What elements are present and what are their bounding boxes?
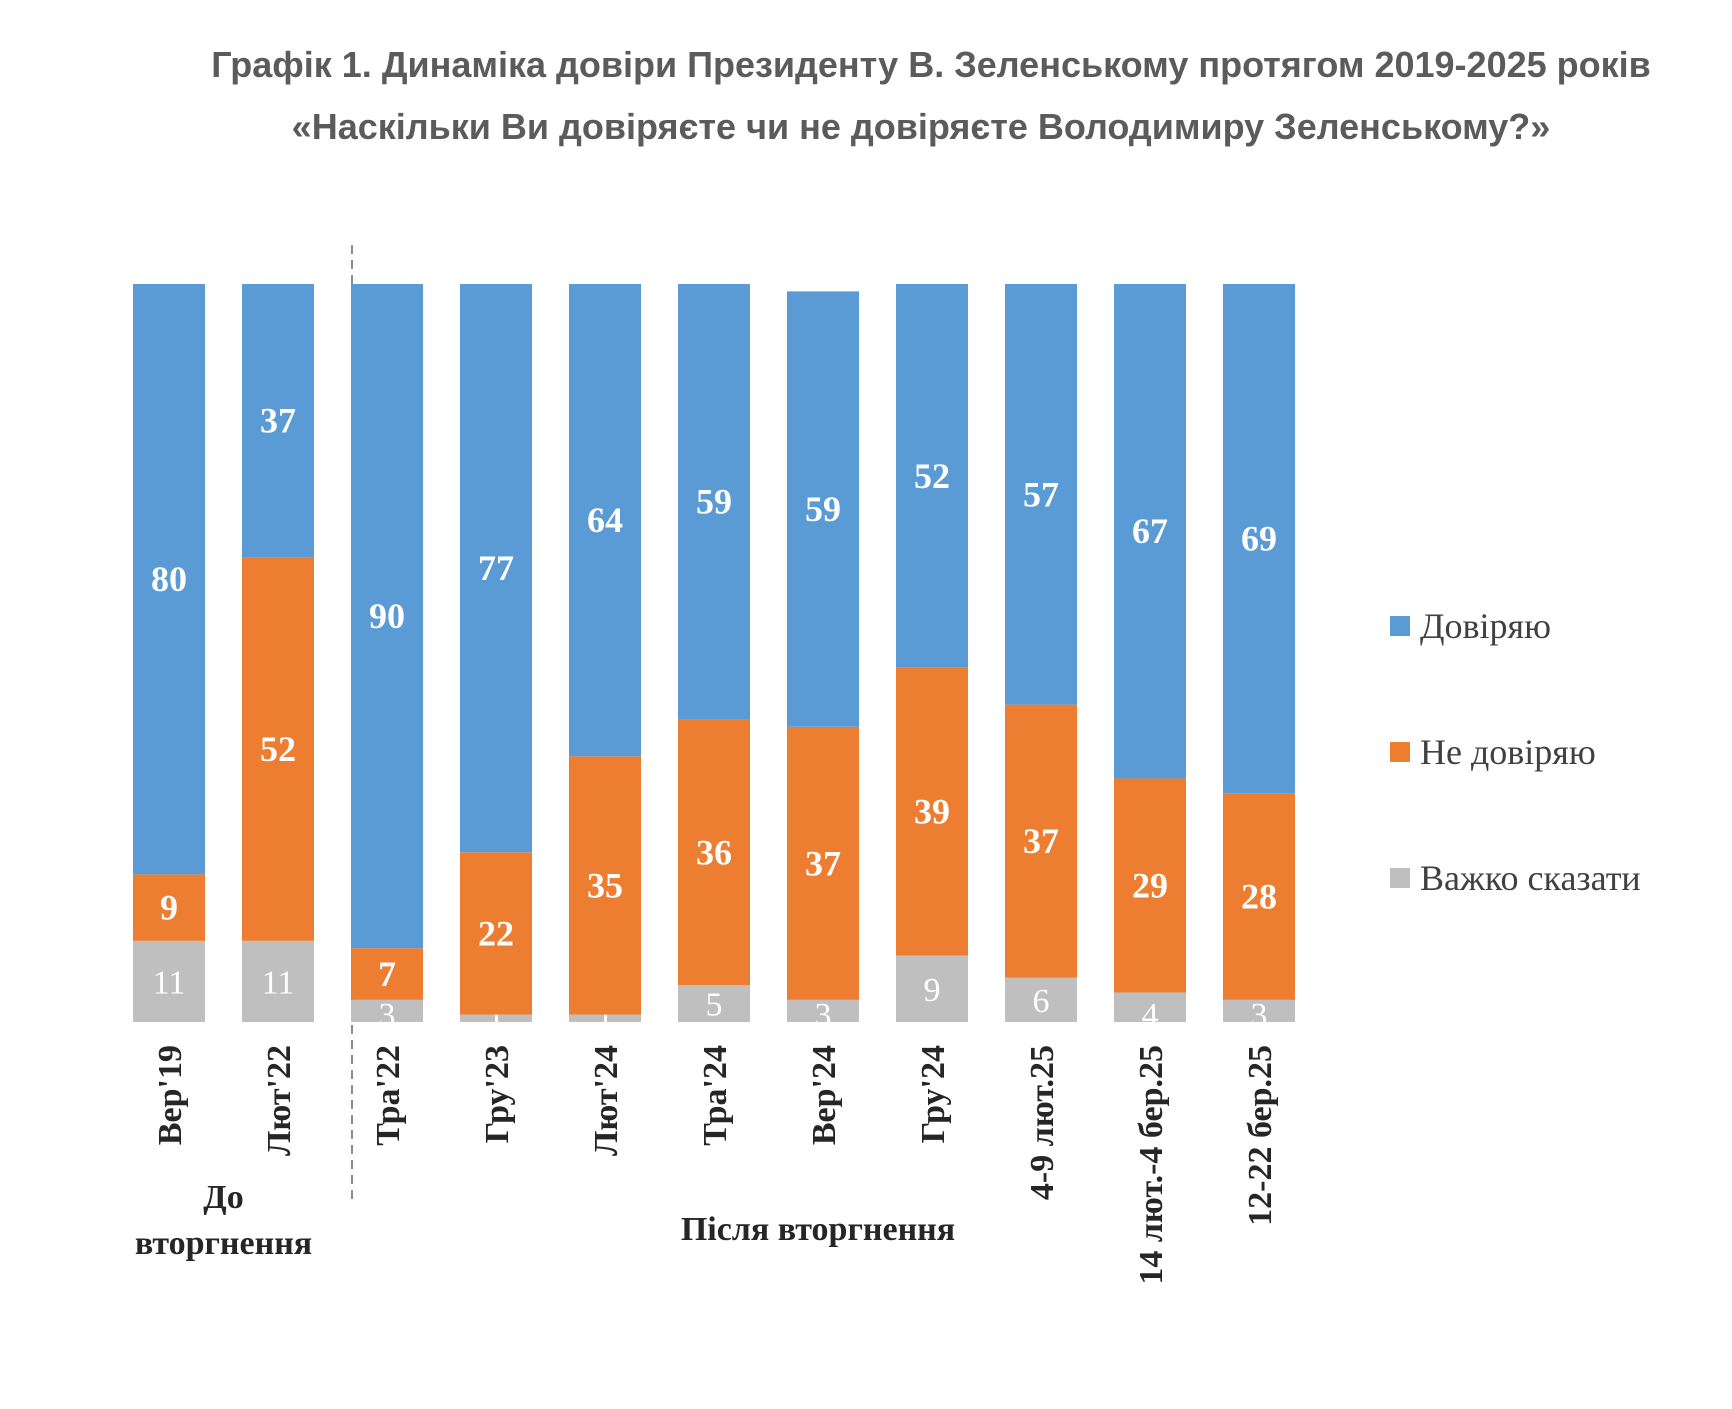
x-tick-label: 12-22 бер.25: [1242, 1045, 1279, 1226]
bar-segment: [569, 1014, 641, 1022]
data-label: 3: [379, 997, 396, 1034]
bar-segment: [896, 955, 968, 1022]
period-labels-layer: До вторгнення Після вторгнення: [135, 1179, 955, 1262]
bar-segment: [1005, 704, 1077, 978]
bar-segment: [351, 999, 423, 1022]
bar-segment: [1223, 999, 1295, 1022]
data-label: 3: [1251, 997, 1268, 1034]
data-label: 28: [1241, 877, 1277, 917]
data-label: 22: [478, 913, 514, 953]
data-label: 64: [587, 500, 623, 540]
data-label: 80: [151, 559, 187, 599]
data-label: 59: [805, 489, 841, 529]
data-label: 52: [914, 456, 950, 496]
bar-segment: [1223, 793, 1295, 1000]
bar-segment: [678, 719, 750, 986]
data-label: 5: [706, 987, 723, 1024]
bar-segment: [1114, 284, 1186, 779]
bar-segment: [896, 284, 968, 668]
x-tick-label: Гру'24: [915, 1045, 952, 1143]
period-label-pre-invasion: До вторгнення: [135, 1179, 312, 1262]
bar-segment: [242, 557, 314, 941]
bar-segment: [569, 756, 641, 1015]
legend-swatch: [1390, 742, 1410, 762]
data-label: 90: [369, 596, 405, 636]
x-tick-label: Гру'23: [479, 1045, 516, 1143]
x-tick-label: 14 лют.-4 бер.25: [1133, 1045, 1170, 1285]
legend: Довіряю Не довіряю Важко сказати: [1390, 606, 1641, 898]
bar-segment: [1223, 284, 1295, 794]
bar-segment: [242, 284, 314, 558]
bar-segment: [678, 985, 750, 1022]
bar-segment: [678, 284, 750, 720]
legend-swatch: [1390, 868, 1410, 888]
data-label: 52: [260, 729, 296, 769]
bar-segment: [787, 999, 859, 1022]
data-label: 37: [260, 401, 296, 441]
bar-segment: [351, 948, 423, 1000]
data-label: 69: [1241, 519, 1277, 559]
bar-segment: [351, 284, 423, 949]
data-label: 6: [1033, 983, 1050, 1020]
bar-segment: [1114, 778, 1186, 993]
legend-label: Важко сказати: [1420, 858, 1641, 898]
data-label: 3: [815, 997, 832, 1034]
x-tick-label: Лют'24: [588, 1045, 625, 1156]
bars-layer: 1198011523737901227713564536593375993952…: [133, 284, 1295, 1034]
chart-subtitle: «Наскільки Ви довіряєте чи не довіряєте …: [291, 106, 1551, 147]
x-tick-label: Вер'19: [152, 1045, 189, 1145]
data-label: 7: [378, 954, 396, 994]
data-label: 39: [914, 792, 950, 832]
legend-label: Довіряю: [1420, 606, 1551, 646]
data-label: 11: [262, 964, 295, 1001]
bar-segment: [460, 1014, 532, 1022]
bar-segment: [1114, 992, 1186, 1022]
bar-segment: [460, 852, 532, 1015]
bar-segment: [133, 284, 205, 875]
data-label: 36: [696, 832, 732, 872]
x-tick-label: Лют'22: [261, 1045, 298, 1156]
data-label: 4: [1142, 997, 1159, 1034]
data-label: 77: [478, 548, 514, 588]
data-label: 67: [1132, 511, 1168, 551]
bar-segment: [460, 284, 532, 853]
legend-label: Не довіряю: [1420, 732, 1596, 772]
x-tick-label: Тра'24: [697, 1045, 734, 1146]
data-label: 35: [587, 865, 623, 905]
data-label: 9: [924, 972, 941, 1009]
data-label: 37: [1023, 821, 1059, 861]
data-label: 59: [696, 482, 732, 522]
bar-segment: [133, 874, 205, 941]
data-label: 37: [805, 843, 841, 883]
chart-title: Графік 1. Динаміка довіри Президенту В. …: [211, 44, 1651, 85]
period-label-post-invasion: Після вторгнення: [681, 1211, 955, 1248]
bar-segment: [1005, 977, 1077, 1022]
x-tick-label: Тра'22: [370, 1045, 407, 1146]
category-ticks-layer: Вер'19 Лют'22 Тра'22 Гру'23 Лют'24 Тра'24 Вер'…: [152, 1045, 1279, 1285]
data-label: 11: [153, 964, 186, 1001]
legend-swatch: [1390, 616, 1410, 636]
bar-segment: [133, 940, 205, 1022]
data-label: 9: [160, 888, 178, 928]
data-label: 57: [1023, 474, 1059, 514]
bar-segment: [896, 667, 968, 956]
data-label: 29: [1132, 865, 1168, 905]
bar-segment: [787, 291, 859, 727]
x-tick-label: 4-9 лют.25: [1024, 1045, 1061, 1200]
bar-segment: [787, 726, 859, 1000]
chart-title-block: Графік 1. Динаміка довіри Президенту В. …: [0, 34, 1732, 164]
bar-segment: [569, 284, 641, 757]
bar-segment: [1005, 284, 1077, 705]
x-tick-label: Вер'24: [806, 1045, 843, 1145]
bar-segment: [242, 940, 314, 1022]
